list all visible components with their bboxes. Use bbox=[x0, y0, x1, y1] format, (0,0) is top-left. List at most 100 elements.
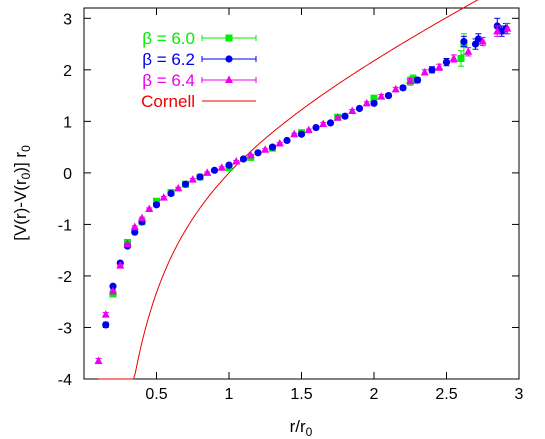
fit-curve-layer bbox=[98, 0, 479, 380]
cornell-curve bbox=[98, 0, 479, 380]
data-point bbox=[232, 157, 241, 165]
y-axis-label-subscript-2: 0 bbox=[19, 145, 33, 152]
series-beta-6-2 bbox=[102, 17, 510, 329]
data-point bbox=[283, 136, 291, 145]
data-point bbox=[210, 166, 219, 174]
y-tick-label: -4 bbox=[58, 372, 72, 389]
data-point bbox=[196, 173, 204, 181]
data-point bbox=[348, 106, 357, 115]
data-point bbox=[464, 47, 473, 55]
data-point bbox=[399, 84, 407, 92]
y-tick-label: 2 bbox=[63, 63, 72, 80]
y-tick-label: 0 bbox=[63, 166, 72, 183]
data-point bbox=[442, 58, 451, 66]
data-point bbox=[167, 189, 175, 198]
legend-label: β = 6.2 bbox=[142, 50, 195, 69]
x-tick-label: 2 bbox=[370, 386, 379, 403]
data-point bbox=[159, 193, 168, 201]
data-point bbox=[225, 161, 233, 169]
data-point bbox=[217, 163, 226, 171]
legend-marker bbox=[225, 55, 233, 63]
x-axis-label: r/r bbox=[290, 417, 306, 436]
x-axis-label-subscript: 0 bbox=[306, 425, 313, 439]
legend-label: β = 6.0 bbox=[142, 29, 195, 48]
data-point bbox=[503, 24, 512, 32]
data-point bbox=[409, 75, 417, 83]
data-point bbox=[109, 282, 117, 290]
data-point bbox=[290, 129, 299, 138]
data-point bbox=[413, 76, 422, 84]
axis-ticks bbox=[84, 8, 520, 380]
legend-label: β = 6.4 bbox=[142, 71, 195, 90]
data-point bbox=[261, 145, 270, 153]
x-tick-label: 1.5 bbox=[290, 386, 312, 403]
data-point bbox=[355, 104, 364, 113]
series-beta-6-4 bbox=[94, 22, 512, 365]
data-point bbox=[239, 155, 248, 163]
data-point bbox=[362, 98, 371, 107]
data-point bbox=[145, 204, 154, 212]
data-point bbox=[377, 92, 386, 100]
x-tick-label: 0.5 bbox=[145, 386, 167, 403]
data-point bbox=[319, 119, 328, 127]
data-point bbox=[406, 76, 415, 85]
y-tick-label: 3 bbox=[63, 11, 72, 28]
data-point bbox=[94, 356, 103, 364]
legend: β = 6.0 β = 6.2 β = 6.4 Cornell bbox=[141, 29, 257, 111]
data-point bbox=[203, 168, 212, 176]
data-point bbox=[268, 143, 277, 151]
data-point bbox=[449, 53, 458, 62]
data-point bbox=[102, 321, 110, 329]
data-point bbox=[370, 94, 378, 102]
data-point bbox=[275, 139, 284, 147]
data-point bbox=[341, 112, 349, 120]
data-point bbox=[312, 123, 320, 132]
x-tick-label: 3 bbox=[515, 386, 524, 403]
y-tick-label: -1 bbox=[58, 217, 72, 234]
svg-text:[V(r)-V(r0)] r0: [V(r)-V(r0)] r0 bbox=[11, 145, 33, 241]
y-axis-label: [V(r)-V(r bbox=[11, 179, 30, 241]
data-point bbox=[391, 84, 400, 93]
data-point bbox=[138, 213, 146, 222]
x-tick-label: 2.5 bbox=[435, 386, 457, 403]
data-point bbox=[428, 66, 436, 74]
y-tick-label: -3 bbox=[58, 320, 72, 337]
data-point bbox=[101, 310, 110, 318]
data-point bbox=[435, 62, 444, 71]
data-point bbox=[493, 26, 502, 35]
data-point bbox=[297, 130, 306, 138]
data-point bbox=[246, 150, 255, 159]
legend-marker bbox=[225, 34, 233, 42]
data-point bbox=[116, 261, 125, 269]
axis-tick-labels: 0.5 1 1.5 2 2.5 3 -4 -3 -2 -1 0 1 2 3 bbox=[58, 11, 524, 403]
y-axis-label-end: )] r bbox=[11, 152, 30, 173]
data-point bbox=[370, 99, 378, 107]
x-axis-title: r/r0 bbox=[290, 417, 313, 439]
data-point bbox=[109, 286, 117, 295]
data-point bbox=[420, 67, 429, 76]
y-tick-label: -2 bbox=[58, 269, 72, 286]
data-point bbox=[131, 228, 139, 236]
data-point bbox=[188, 175, 197, 183]
legend-marker bbox=[225, 75, 233, 83]
data-point bbox=[460, 37, 468, 46]
y-tick-label: 1 bbox=[63, 114, 72, 131]
data-point bbox=[174, 183, 183, 192]
data-points-layer bbox=[94, 17, 512, 365]
data-point bbox=[304, 125, 313, 134]
data-point bbox=[181, 180, 190, 188]
data-point bbox=[478, 36, 487, 45]
data-point bbox=[152, 201, 161, 209]
data-point bbox=[254, 149, 262, 157]
legend-label: Cornell bbox=[141, 92, 195, 111]
data-point bbox=[326, 119, 335, 127]
data-point bbox=[130, 222, 139, 230]
data-point bbox=[123, 239, 132, 247]
y-axis-label-subscript: 0 bbox=[19, 172, 33, 179]
data-point bbox=[384, 91, 393, 100]
data-point bbox=[153, 197, 160, 205]
svg-text:r/r0: r/r0 bbox=[290, 417, 313, 439]
data-point bbox=[457, 54, 465, 62]
y-axis-title: [V(r)-V(r0)] r0 bbox=[11, 145, 33, 241]
